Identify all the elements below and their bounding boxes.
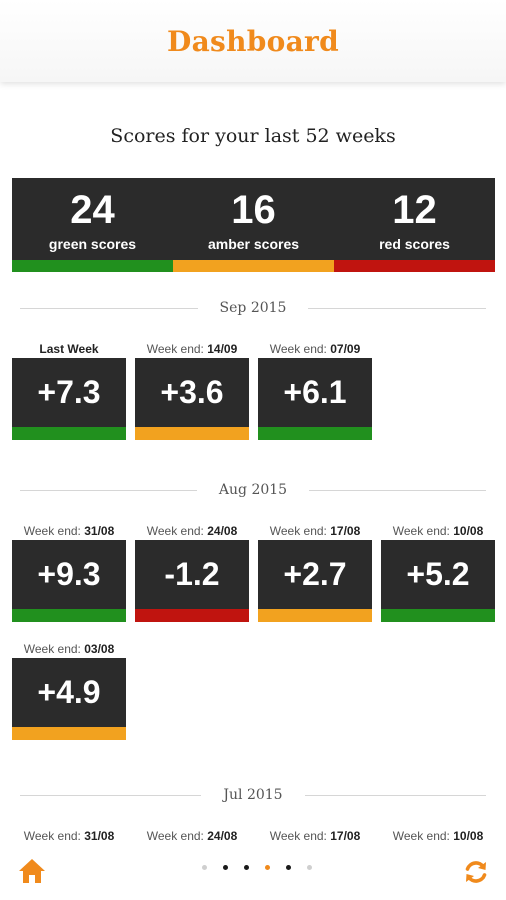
week-score-box[interactable]: +3.6	[135, 358, 249, 440]
divider-line	[308, 307, 487, 309]
week-score: +6.1	[283, 374, 347, 410]
week-score: +9.3	[37, 556, 101, 592]
page-dot[interactable]	[307, 865, 312, 870]
page-dot-active[interactable]	[265, 865, 270, 870]
month-divider-jul: Jul 2015	[20, 785, 486, 805]
page-dot[interactable]	[223, 865, 228, 870]
week-label: Week end: 17/08	[269, 524, 361, 538]
divider-line	[20, 489, 197, 491]
week-status-bar	[381, 609, 495, 622]
refresh-icon[interactable]	[462, 858, 490, 886]
summary-green: 24 green scores	[12, 178, 173, 272]
week-label: Week end: 31/08	[23, 524, 115, 538]
week-tile-14-09[interactable]: Week end: 14/09 +3.6	[135, 340, 249, 440]
amber-label: amber scores	[207, 236, 300, 252]
bottom-bar	[0, 840, 506, 900]
week-label: Week end: 24/08	[146, 829, 238, 840]
week-score: -1.2	[164, 556, 220, 592]
summary-amber: 16 amber scores	[173, 178, 334, 272]
week-label: Week end: 10/08	[392, 524, 484, 538]
week-status-bar	[12, 727, 126, 740]
green-label: green scores	[48, 236, 137, 252]
week-tile-last-week[interactable]: Last Week +7.3	[12, 340, 126, 440]
week-score: +3.6	[160, 374, 224, 410]
week-tile-03-08[interactable]: Week end: 03/08 +4.9	[12, 640, 126, 740]
week-label: Week end: 07/09	[269, 342, 361, 356]
week-tile-jul-1[interactable]: Week end: 31/08	[12, 827, 126, 840]
divider-line	[20, 307, 198, 309]
week-label: Week end: 14/09	[146, 342, 238, 356]
week-score-box[interactable]: +6.1	[258, 358, 372, 440]
week-tile-31-08[interactable]: Week end: 31/08 +9.3	[12, 522, 126, 622]
week-score-box[interactable]: +4.9	[12, 658, 126, 740]
page-indicator	[0, 865, 506, 870]
scores-subtitle: Scores for your last 52 weeks	[110, 125, 396, 147]
week-tile-10-08[interactable]: Week end: 10/08 +5.2	[381, 522, 495, 622]
red-count: 12	[392, 188, 437, 232]
page-title: Dashboard	[167, 24, 339, 58]
amber-status-bar	[173, 260, 334, 272]
month-divider-aug: Aug 2015	[20, 480, 487, 500]
week-score-box[interactable]: +5.2	[381, 540, 495, 622]
week-tile-07-09[interactable]: Week end: 07/09 +6.1	[258, 340, 372, 440]
week-label: Week end: 03/08	[23, 642, 115, 656]
week-score: +2.7	[283, 556, 347, 592]
divider-line	[20, 794, 202, 796]
week-score-box[interactable]: +7.3	[12, 358, 126, 440]
amber-count: 16	[231, 188, 276, 232]
week-label: Week end: 24/08	[146, 524, 238, 538]
week-status-bar	[135, 427, 249, 440]
week-tile-17-08[interactable]: Week end: 17/08 +2.7	[258, 522, 372, 622]
week-score: +4.9	[37, 674, 101, 710]
page-dot[interactable]	[286, 865, 291, 870]
week-label: Week end: 10/08	[392, 829, 484, 840]
week-score: +5.2	[406, 556, 470, 592]
summary-red: 12 red scores	[334, 178, 495, 272]
month-label: Jul 2015	[223, 787, 283, 803]
summary-panel: 24 green scores 16 amber scores 12 red s…	[12, 178, 495, 272]
week-tile-jul-4[interactable]: Week end: 10/08	[381, 827, 495, 840]
week-score-box[interactable]: +2.7	[258, 540, 372, 622]
week-tile-jul-3[interactable]: Week end: 17/08	[258, 827, 372, 840]
red-status-bar	[334, 260, 495, 272]
week-label: Week end: 31/08	[23, 829, 115, 840]
divider-line	[309, 489, 487, 491]
week-status-bar	[258, 609, 372, 622]
divider-line	[304, 794, 486, 796]
week-tile-jul-2[interactable]: Week end: 24/08	[135, 827, 249, 840]
week-status-bar	[12, 427, 126, 440]
week-status-bar	[135, 609, 249, 622]
green-count: 24	[70, 188, 115, 232]
month-divider-sep: Sep 2015	[20, 298, 487, 318]
week-label: Week end: 17/08	[269, 829, 361, 840]
home-icon[interactable]	[18, 858, 46, 884]
page-dot[interactable]	[202, 865, 207, 870]
week-score: +7.3	[37, 374, 101, 410]
green-status-bar	[12, 260, 173, 272]
week-label: Last Week	[39, 342, 99, 356]
week-status-bar	[258, 427, 372, 440]
week-status-bar	[12, 609, 126, 622]
week-tile-24-08[interactable]: Week end: 24/08 -1.2	[135, 522, 249, 622]
month-label: Sep 2015	[219, 300, 287, 316]
scores-content[interactable]: Scores for your last 52 weeks 24 green s…	[0, 82, 506, 840]
month-label: Aug 2015	[218, 482, 288, 498]
red-label: red scores	[379, 236, 450, 252]
app-header: Dashboard	[0, 0, 506, 82]
week-score-box[interactable]: -1.2	[135, 540, 249, 622]
page-dot[interactable]	[244, 865, 249, 870]
week-score-box[interactable]: +9.3	[12, 540, 126, 622]
